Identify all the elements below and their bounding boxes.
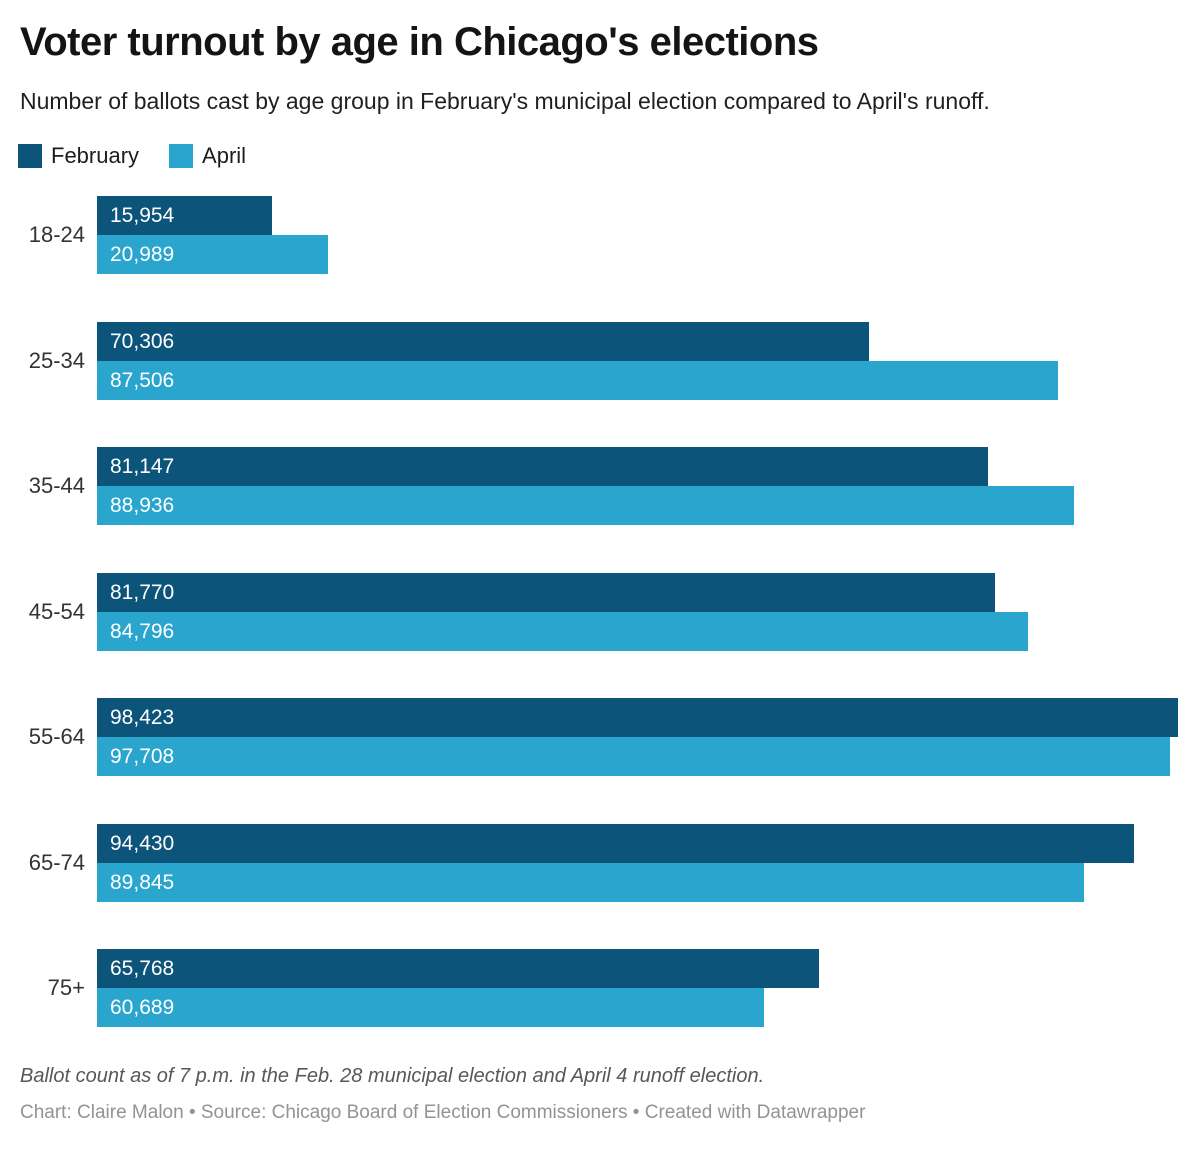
- bar-february-55-64: 98,423: [97, 698, 1178, 737]
- bar-april-75+: 60,689: [97, 988, 764, 1027]
- bar-february-18-24: 15,954: [97, 196, 272, 235]
- category-label: 55-64: [28, 724, 85, 749]
- category-label: 45-54: [28, 599, 85, 624]
- category-label: 75+: [47, 975, 85, 1000]
- legend-label-april: April: [202, 143, 247, 168]
- bar-group-18-24: 18-24 15,954 20,989: [0, 196, 1200, 274]
- bar-april-55-64: 97,708: [97, 737, 1170, 776]
- chart-title: Voter turnout by age in Chicago's electi…: [20, 20, 819, 64]
- bar-april-35-44: 88,936: [97, 486, 1074, 525]
- category-label: 65-74: [28, 850, 85, 875]
- bar-february-25-34: 70,306: [97, 322, 869, 361]
- category-label: 25-34: [28, 348, 85, 373]
- legend-item-april: April: [169, 143, 246, 169]
- bar-value-label: 60,689: [110, 996, 175, 1019]
- bar-value-label: 89,845: [110, 871, 175, 894]
- bar-april-65-74: 89,845: [97, 863, 1084, 902]
- bar-april-18-24: 20,989: [97, 235, 328, 274]
- legend-item-february: February: [18, 143, 139, 169]
- bar-value-label: 97,708: [110, 745, 175, 768]
- bar-group-65-74: 65-74 94,430 89,845: [0, 824, 1200, 902]
- bar-group-55-64: 55-64 98,423 97,708: [0, 698, 1200, 776]
- bar-value-label: 87,506: [110, 369, 175, 392]
- bar-group-25-34: 25-34 70,306 87,506: [0, 322, 1200, 400]
- legend-label-february: February: [51, 143, 140, 168]
- bar-group-35-44: 35-44 81,147 88,936: [0, 447, 1200, 525]
- bar-february-45-54: 81,770: [97, 573, 995, 612]
- bar-april-25-34: 87,506: [97, 361, 1058, 400]
- bar-value-label: 20,989: [110, 243, 175, 266]
- bar-value-label: 84,796: [110, 620, 175, 643]
- bar-group-45-54: 45-54 81,770 84,796: [0, 573, 1200, 651]
- category-label: 35-44: [28, 473, 85, 498]
- bar-value-label: 98,423: [110, 706, 175, 729]
- bar-april-45-54: 84,796: [97, 612, 1028, 651]
- category-label: 18-24: [28, 222, 85, 247]
- february-color-swatch: [18, 144, 42, 168]
- bar-february-65-74: 94,430: [97, 824, 1134, 863]
- chart-footnote: Ballot count as of 7 p.m. in the Feb. 28…: [20, 1065, 765, 1087]
- bar-value-label: 81,147: [110, 455, 175, 478]
- bar-value-label: 81,770: [110, 581, 175, 604]
- bar-value-label: 15,954: [110, 204, 175, 227]
- chart-subtitle: Number of ballots cast by age group in F…: [20, 88, 990, 114]
- bar-group-75+: 75+ 65,768 60,689: [0, 949, 1200, 1027]
- legend: February April: [18, 143, 276, 169]
- bar-february-35-44: 81,147: [97, 447, 988, 486]
- bar-value-label: 88,936: [110, 494, 175, 517]
- bar-chart-plot-area: 18-24 15,954 20,989 25-34 70,306 87,506 35-44 8…: [0, 196, 1200, 1027]
- bar-value-label: 65,768: [110, 957, 175, 980]
- bar-value-label: 94,430: [110, 832, 175, 855]
- april-color-swatch: [169, 144, 194, 168]
- bar-february-75+: 65,768: [97, 949, 819, 988]
- bar-value-label: 70,306: [110, 330, 175, 353]
- chart-credit-line: Chart: Claire Malon • Source: Chicago Bo…: [20, 1102, 866, 1123]
